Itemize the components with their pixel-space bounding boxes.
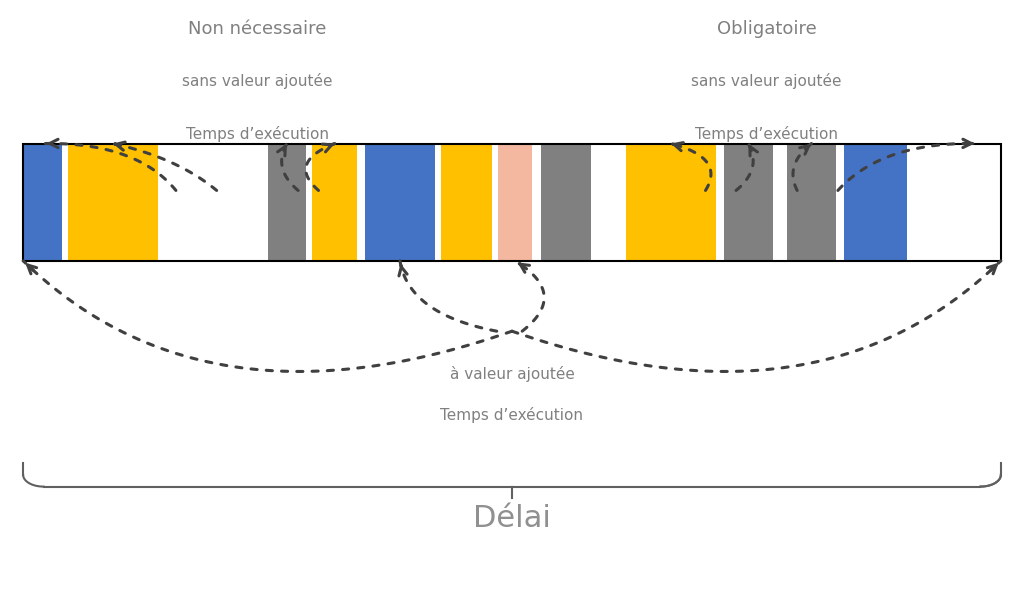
- Text: Temps d’exécution: Temps d’exécution: [186, 126, 329, 142]
- Bar: [312, 143, 357, 261]
- Bar: [267, 143, 306, 261]
- Bar: [494, 143, 498, 261]
- Text: Temps d’exécution: Temps d’exécution: [440, 407, 584, 423]
- Text: sans valeur ajoutée: sans valeur ajoutée: [691, 73, 842, 89]
- Bar: [626, 143, 716, 261]
- Text: Temps d’exécution: Temps d’exécution: [695, 126, 838, 142]
- Bar: [63, 143, 68, 261]
- Text: Délai: Délai: [473, 504, 551, 533]
- Text: Non nécessaire: Non nécessaire: [188, 20, 327, 38]
- Bar: [498, 143, 532, 261]
- Bar: [787, 143, 836, 261]
- Bar: [844, 143, 907, 261]
- Bar: [160, 143, 265, 261]
- Bar: [775, 143, 779, 261]
- Text: à valeur ajoutée: à valeur ajoutée: [450, 366, 574, 382]
- Bar: [541, 143, 592, 261]
- Bar: [24, 143, 61, 261]
- Bar: [594, 143, 624, 261]
- Bar: [440, 143, 492, 261]
- Bar: [68, 143, 158, 261]
- Bar: [724, 143, 773, 261]
- Bar: [838, 143, 842, 261]
- Bar: [24, 143, 1000, 261]
- Bar: [359, 143, 364, 261]
- Bar: [436, 143, 440, 261]
- Text: sans valeur ajoutée: sans valeur ajoutée: [182, 73, 333, 89]
- Bar: [366, 143, 434, 261]
- Bar: [781, 143, 785, 261]
- Bar: [24, 143, 1000, 261]
- Bar: [535, 143, 539, 261]
- Bar: [718, 143, 722, 261]
- Bar: [308, 143, 312, 261]
- Bar: [909, 143, 1000, 261]
- Text: Obligatoire: Obligatoire: [717, 20, 816, 38]
